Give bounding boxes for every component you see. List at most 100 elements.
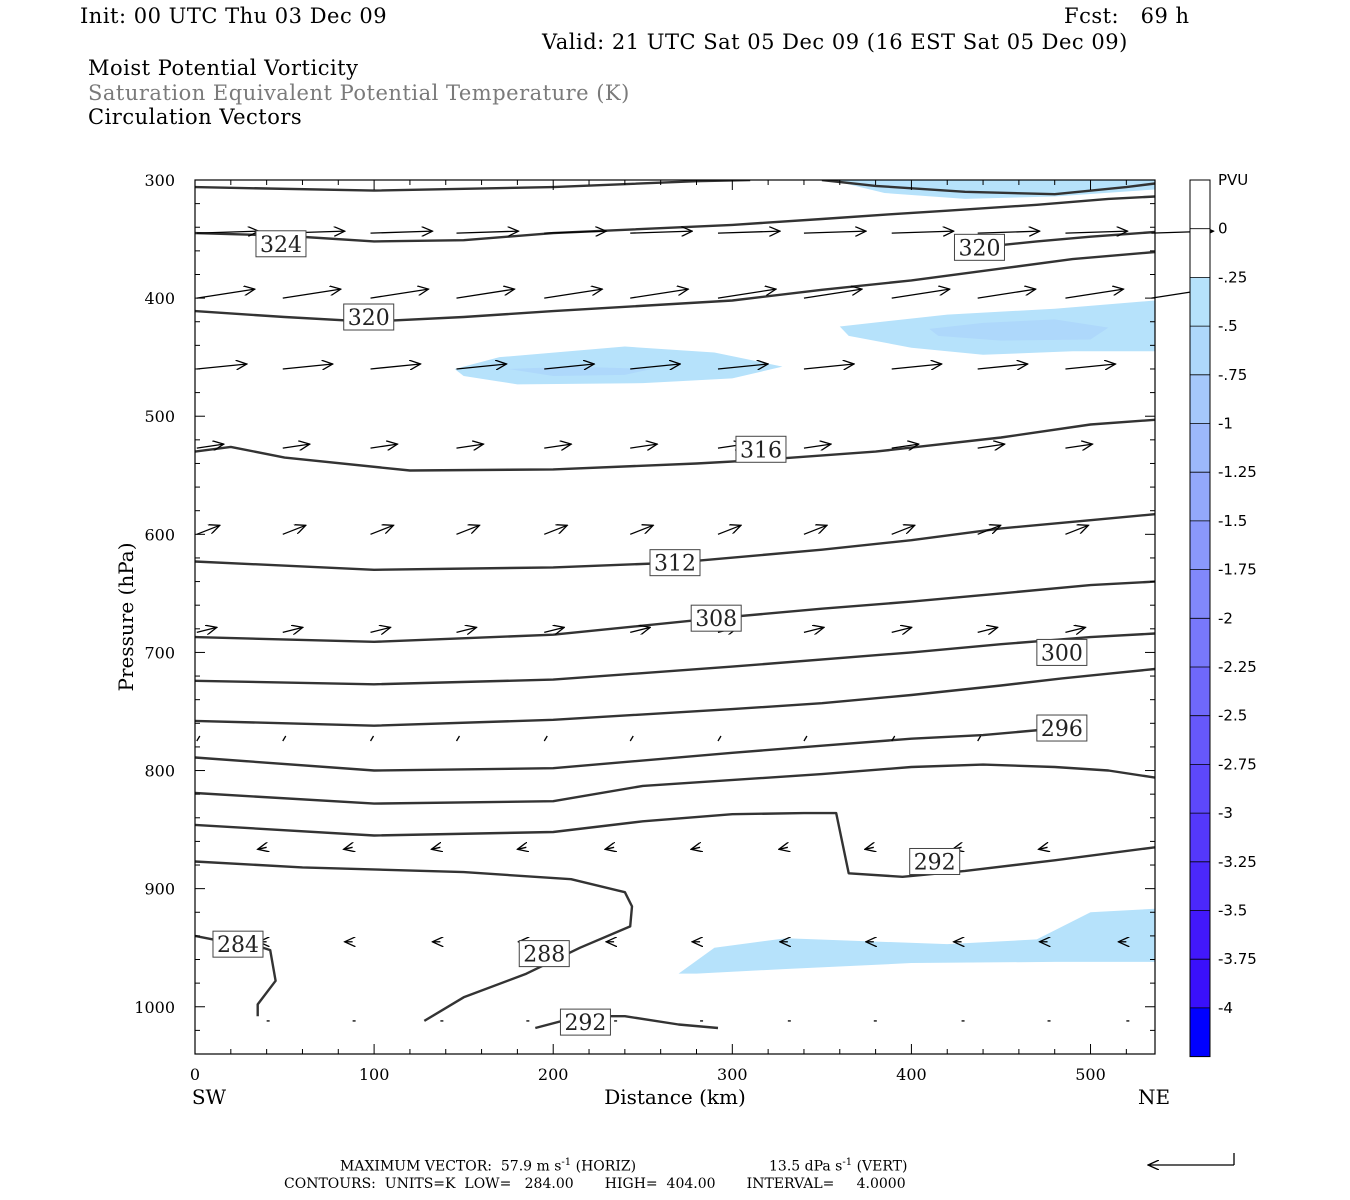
field-vectors-title: Circulation Vectors xyxy=(88,105,303,129)
circulation-vector xyxy=(344,847,353,849)
circulation-vector xyxy=(803,735,808,742)
contour-label: 284 xyxy=(212,930,264,958)
colorbar-swatch xyxy=(1190,228,1210,278)
colorbar-level-label: -.5 xyxy=(1218,317,1238,335)
circulation-vector xyxy=(803,627,824,632)
colorbar-level-label: -2.5 xyxy=(1218,707,1247,725)
contour-label-text: 308 xyxy=(695,607,737,632)
colorbar-level-label: -1.25 xyxy=(1218,463,1257,481)
circulation-vector xyxy=(196,231,259,233)
circulation-vector xyxy=(455,735,461,742)
init-time: Init: 00 UTC Thu 03 Dec 09 xyxy=(80,4,388,28)
colorbar-swatch xyxy=(1190,569,1210,619)
circulation-vector xyxy=(977,364,1028,369)
circulation-vector xyxy=(282,627,303,632)
x-tick-label: 100 xyxy=(359,1065,390,1084)
contour-label-text: 312 xyxy=(654,552,696,577)
theta-e-contour xyxy=(195,513,1155,571)
circulation-vector xyxy=(543,735,548,742)
contour-label-box xyxy=(953,233,1005,261)
contour-label: 316 xyxy=(735,435,787,463)
colorbar-swatch xyxy=(1190,764,1210,814)
circulation-vector xyxy=(717,289,776,299)
circulation-vector xyxy=(891,444,919,448)
circulation-vector xyxy=(1065,364,1115,369)
circulation-vector xyxy=(456,627,476,632)
circulation-vector xyxy=(717,231,780,233)
circulation-vector xyxy=(803,231,866,233)
contour-label-box xyxy=(255,230,307,258)
colorbar-swatch xyxy=(1190,472,1210,521)
circulation-vector xyxy=(1065,444,1092,448)
contour-label: 292 xyxy=(559,1008,611,1036)
contour-label-box xyxy=(1036,714,1088,742)
theta-e-contour xyxy=(195,811,1155,878)
max-vector-readout: MAXIMUM VECTOR: 57.9 m s-1 (HORIZ) xyxy=(340,1157,637,1175)
contour-label-text: 320 xyxy=(348,306,390,331)
circulation-vector xyxy=(630,627,650,632)
circulation-vector xyxy=(196,444,224,448)
circulation-vector xyxy=(370,525,394,535)
colorbar-swatch xyxy=(1190,861,1210,911)
contour-label: 320 xyxy=(953,233,1005,261)
circulation-vector xyxy=(456,289,514,299)
field-mpv-title: Moist Potential Vorticity xyxy=(88,56,359,80)
y-axis-label: Pressure (hPa) xyxy=(114,543,138,692)
x-right-direction: NE xyxy=(1138,1085,1170,1109)
circulation-vector xyxy=(977,735,982,742)
colorbar-swatch xyxy=(1190,423,1210,473)
contour-label-box xyxy=(1036,638,1088,666)
colorbar-level-label: -3 xyxy=(1218,804,1233,822)
theta-e-contour xyxy=(195,180,751,192)
circulation-vector xyxy=(630,444,657,448)
circulation-vector xyxy=(629,525,653,535)
contour-info: CONTOURS: UNITS=K LOW= 284.00 HIGH= 404.… xyxy=(284,1176,906,1192)
contour-label: 296 xyxy=(1036,714,1088,742)
colorbar-level-label: -3.5 xyxy=(1218,902,1247,920)
y-tick-label: 1000 xyxy=(134,998,175,1017)
contour-label-text: 300 xyxy=(1041,641,1083,666)
circulation-vector xyxy=(282,289,341,299)
circulation-vector xyxy=(865,847,874,849)
colorbar-level-label: -1.75 xyxy=(1218,561,1257,579)
colorbar-level-label: -2 xyxy=(1218,609,1233,627)
colorbar-swatch xyxy=(1190,180,1210,229)
circulation-vector xyxy=(258,847,267,849)
contour-label-box xyxy=(909,847,961,875)
vertical-vector-readout: 13.5 dPa s-1 (VERT) xyxy=(769,1157,908,1175)
colorbar-level-label: -4 xyxy=(1218,999,1233,1017)
circulation-vector xyxy=(196,289,255,299)
colorbar-level-label: -1.5 xyxy=(1218,512,1247,530)
colorbar-level-label: -3.25 xyxy=(1218,853,1257,871)
contour-label: 288 xyxy=(518,940,570,968)
circulation-vector xyxy=(544,231,606,233)
contour-label-text: 324 xyxy=(260,233,302,258)
circulation-vector xyxy=(456,364,506,369)
circulation-vector xyxy=(717,364,768,369)
colorbar-swatch xyxy=(1190,715,1210,765)
circulation-vector xyxy=(370,231,433,233)
circulation-vector xyxy=(196,735,201,742)
circulation-vector xyxy=(891,231,954,233)
pv-shading xyxy=(678,908,1155,974)
circulation-vector xyxy=(977,289,1036,299)
circulation-vector xyxy=(544,289,602,299)
colorbar-swatch xyxy=(1190,959,1210,1008)
circulation-vector xyxy=(196,364,247,369)
contour-label-text: 288 xyxy=(523,943,565,968)
x-tick-label: 400 xyxy=(896,1065,927,1084)
circulation-vector xyxy=(691,847,700,849)
contour-label-box xyxy=(212,930,264,958)
x-left-direction: SW xyxy=(192,1085,227,1109)
circulation-vector xyxy=(544,627,564,632)
circulation-vector xyxy=(977,627,998,632)
contour-label: 300 xyxy=(1036,638,1088,666)
colorbar-level-label: -3.75 xyxy=(1218,950,1257,968)
theta-e-contour xyxy=(195,726,1063,772)
circulation-vector xyxy=(282,444,310,448)
y-tick-label: 800 xyxy=(144,762,175,781)
circulation-vector xyxy=(370,444,398,448)
reference-vector xyxy=(1148,1153,1235,1165)
circulation-vector xyxy=(370,627,391,632)
